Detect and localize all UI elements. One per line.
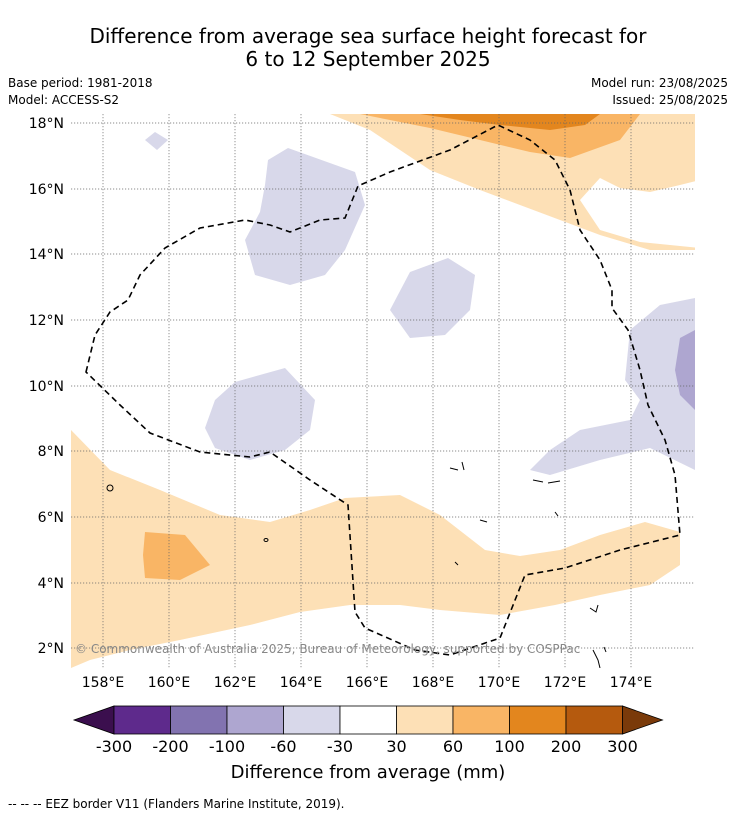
colorbar-label: -300 xyxy=(96,737,132,756)
lon-tick: 168°E xyxy=(412,675,455,691)
lat-tick: 14°N xyxy=(29,247,64,263)
colorbar-label: -100 xyxy=(209,737,245,756)
colorbar-label: 100 xyxy=(494,737,525,756)
contour-neg-east xyxy=(530,298,695,475)
title-line-1: Difference from average sea surface heig… xyxy=(89,24,647,48)
contour-neg-east-mid xyxy=(675,330,695,410)
lat-tick: 6°N xyxy=(38,510,64,526)
colorbar-swatch xyxy=(452,705,510,735)
lon-tick: 172°E xyxy=(544,675,587,691)
colorbar-label: 60 xyxy=(443,737,463,756)
lon-tick: 174°E xyxy=(610,675,653,691)
colorbar-label: 200 xyxy=(551,737,582,756)
colorbar-swatch xyxy=(283,705,341,735)
colorbar-swatch xyxy=(226,705,284,735)
colorbar-title: Difference from average (mm) xyxy=(231,762,506,783)
colorbar-label: -30 xyxy=(327,737,353,756)
gridlines xyxy=(71,114,695,668)
lat-tick: 8°N xyxy=(38,444,64,460)
lon-tick: 164°E xyxy=(280,675,323,691)
title-line-2: 6 to 12 September 2025 xyxy=(245,47,491,71)
lon-tick: 158°E xyxy=(82,675,125,691)
latitude-ticks: 18°N 16°N 14°N 12°N 10°N 8°N 6°N 4°N 2°N xyxy=(29,116,64,657)
colorbar-swatch xyxy=(113,705,171,735)
contour-neg-small-north xyxy=(145,132,168,150)
lon-tick: 166°E xyxy=(346,675,389,691)
colorbar-swatch xyxy=(565,705,623,735)
colorbar-arrow-high xyxy=(622,705,664,735)
colorbar-label: 30 xyxy=(386,737,406,756)
colorbar-label: -60 xyxy=(270,737,296,756)
colorbar-swatch xyxy=(339,705,397,735)
contour-neg-12n xyxy=(390,258,475,338)
contour-100-200-north xyxy=(420,114,600,130)
colorbar-swatch xyxy=(509,705,567,735)
model-run: Model run: 23/08/2025 xyxy=(590,76,728,90)
lat-tick: 10°N xyxy=(29,379,64,395)
contour-60-100-south xyxy=(143,532,210,580)
issued-date: Issued: 25/08/2025 xyxy=(612,93,728,107)
longitude-ticks: 158°E 160°E 162°E 164°E 166°E 168°E 170°… xyxy=(82,675,653,691)
contour-30-60-north xyxy=(330,114,695,250)
base-period: Base period: 1981-2018 xyxy=(8,76,153,90)
contour-30-60-south xyxy=(71,430,680,668)
eez-legend-note: -- -- -- EEZ border V11 (Flanders Marine… xyxy=(8,797,345,811)
colorbar-label: 300 xyxy=(607,737,638,756)
contour-neg-16n xyxy=(245,148,365,285)
colorbar: -300 -200 -100 -60 -30 30 60 100 200 300 xyxy=(72,705,664,756)
lat-tick: 4°N xyxy=(38,576,64,592)
model-name: Model: ACCESS-S2 xyxy=(8,93,120,107)
lon-tick: 170°E xyxy=(478,675,521,691)
lon-tick: 160°E xyxy=(148,675,191,691)
colorbar-arrow-low xyxy=(72,705,115,735)
colorbar-swatch xyxy=(396,705,454,735)
lat-tick: 16°N xyxy=(29,182,64,198)
map-contours: © Commonwealth of Australia 2025, Bureau… xyxy=(71,114,695,668)
colorbar-swatch xyxy=(170,705,228,735)
lat-tick: 2°N xyxy=(38,641,64,657)
lon-tick: 162°E xyxy=(214,675,257,691)
island-outlines xyxy=(106,461,607,668)
lat-tick: 12°N xyxy=(29,313,64,329)
copyright-notice: © Commonwealth of Australia 2025, Bureau… xyxy=(75,642,580,656)
contour-neg-9n xyxy=(205,368,315,460)
lat-tick: 18°N xyxy=(29,116,64,132)
colorbar-label: -200 xyxy=(152,737,188,756)
